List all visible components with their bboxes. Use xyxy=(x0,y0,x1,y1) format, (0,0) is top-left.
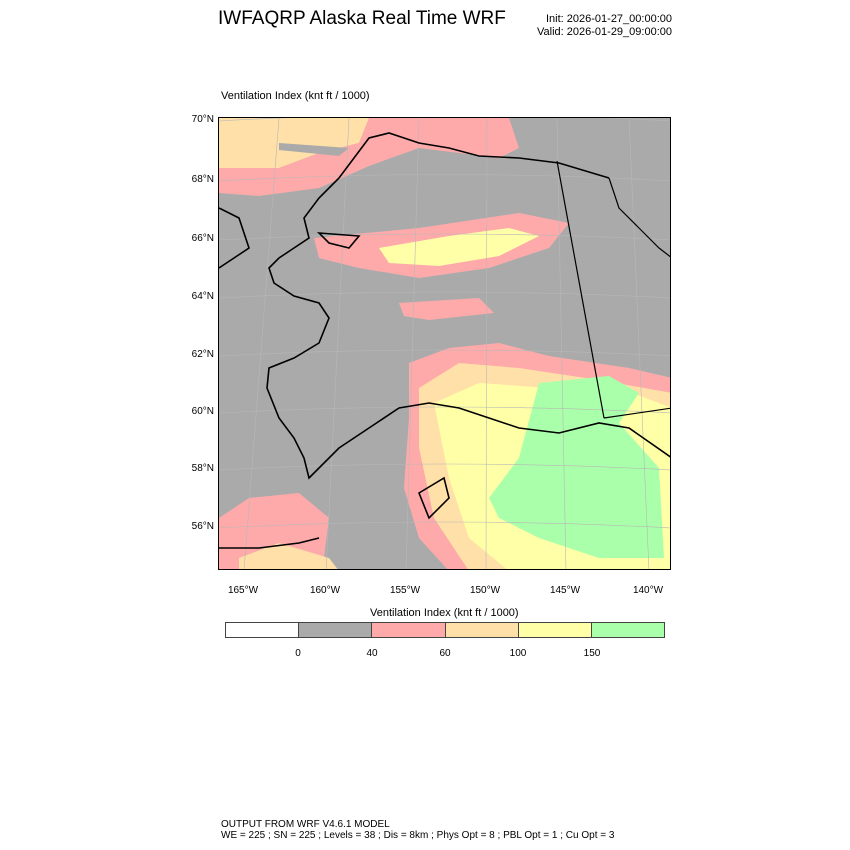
lat-label: 60°N xyxy=(191,406,214,417)
map-svg xyxy=(219,118,670,569)
colorbar-title: Ventilation Index (knt ft / 1000) xyxy=(370,607,519,619)
lat-label: 68°N xyxy=(191,174,214,185)
field-title: Ventilation Index (knt ft / 1000) xyxy=(221,90,370,102)
init-time: Init: 2026-01-27_00:00:00 xyxy=(546,13,672,25)
map-panel xyxy=(218,117,671,570)
colorbar-label: 60 xyxy=(439,648,451,659)
lon-label: 165°W xyxy=(227,585,259,596)
lat-label: 56°N xyxy=(191,521,214,532)
run-times: Init: 2026-01-27_00:00:00 Valid: 2026-01… xyxy=(537,13,672,39)
lon-label: 140°W xyxy=(632,585,664,596)
colorbar-label: 100 xyxy=(509,648,527,659)
colorbar-swatch xyxy=(226,623,299,637)
colorbar-swatch xyxy=(371,623,445,637)
footer-line-2: WE = 225 ; SN = 225 ; Levels = 38 ; Dis … xyxy=(221,830,615,841)
colorbar-swatch xyxy=(298,623,372,637)
plot-title: IWFAQRP Alaska Real Time WRF xyxy=(218,8,506,29)
lat-label: 64°N xyxy=(191,291,214,302)
region-green-south xyxy=(489,376,664,558)
lat-label: 62°N xyxy=(191,349,214,360)
colorbar-swatch xyxy=(444,623,518,637)
region-pink-north xyxy=(219,118,519,196)
lon-label: 160°W xyxy=(309,585,341,596)
graticule xyxy=(219,118,670,569)
model-footer: OUTPUT FROM WRF V4.6.1 MODEL WE = 225 ; … xyxy=(221,819,614,841)
lat-label: 70°N xyxy=(191,114,214,125)
lon-label: 155°W xyxy=(389,585,421,596)
colorbar-swatch xyxy=(517,623,591,637)
colorbar-swatch xyxy=(590,623,665,637)
border-lines xyxy=(556,160,670,419)
footer-line-1: OUTPUT FROM WRF V4.6.1 MODEL xyxy=(221,819,390,830)
colorbar xyxy=(225,622,665,638)
colorbar-label: 150 xyxy=(583,648,601,659)
region-tan-southwest xyxy=(239,543,338,569)
region-pink-small xyxy=(399,298,494,320)
lon-label: 150°W xyxy=(469,585,501,596)
region-yellow-band xyxy=(379,228,539,266)
lat-label: 58°N xyxy=(191,463,214,474)
valid-time: Valid: 2026-01-29_09:00:00 xyxy=(537,26,672,38)
region-gray-north-strip xyxy=(279,143,349,156)
colorbar-label: 40 xyxy=(366,648,378,659)
lat-label: 66°N xyxy=(191,233,214,244)
region-tan-north xyxy=(219,118,369,168)
lon-label: 145°W xyxy=(549,585,581,596)
coastline xyxy=(219,132,670,549)
colorbar-label: 0 xyxy=(295,648,301,659)
